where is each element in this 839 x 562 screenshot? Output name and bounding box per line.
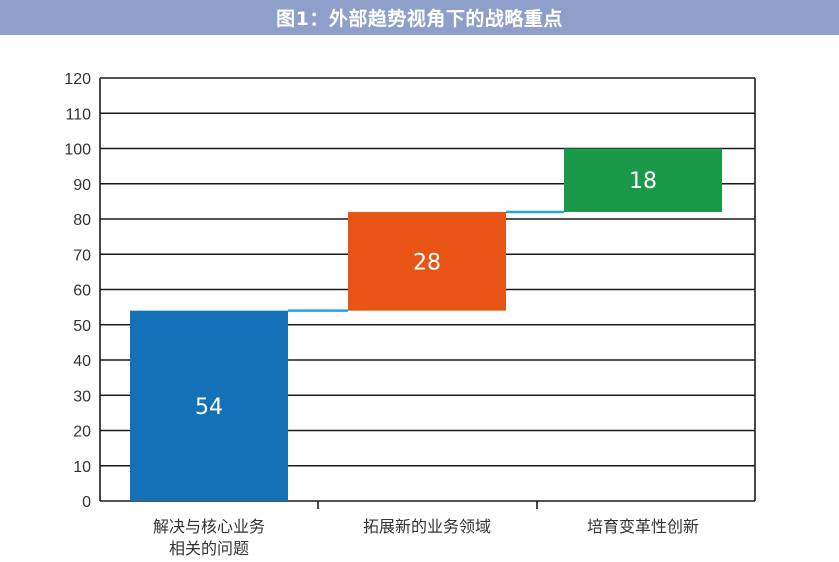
x-category-label: 拓展新的业务领域 [363,517,491,536]
bars [130,148,722,501]
y-tick-label: 50 [73,318,91,335]
x-category-label-line: 培育变革性创新 [587,517,699,536]
x-category-label: 培育变革性创新 [587,517,699,536]
y-tick-label: 90 [73,177,91,194]
title-bar: 图1：外部趋势视角下的战略重点 [0,0,839,35]
y-tick-label: 100 [64,142,91,159]
y-tick-label: 20 [73,424,91,441]
labels: 0 10 20 30 40 50 60 70 80 90 100 110 120 54 28 18 解决与核心业… [64,71,699,558]
x-category-label-line: 相关的问题 [169,539,249,558]
waterfall-bar [348,211,506,311]
x-category-label: 解决与核心业务相关的问题 [153,517,265,558]
x-category-label-line: 解决与核心业务 [153,517,265,536]
waterfall-bar [130,310,288,501]
connectors [288,210,564,312]
chart-title: 图1：外部趋势视角下的战略重点 [276,8,563,30]
y-tick-label: 40 [73,353,91,370]
y-tick-label: 10 [73,459,91,476]
y-tick-label: 110 [65,106,91,123]
y-tick-label: 60 [73,283,91,300]
y-tick-label: 0 [82,494,91,511]
data-label: 18 [629,169,657,194]
y-tick-label: 30 [73,388,91,405]
y-tick-label: 120 [64,71,91,88]
data-label: 54 [195,395,223,420]
y-tick-label: 70 [73,247,91,264]
data-label: 28 [413,250,441,275]
waterfall-bar [564,148,722,212]
y-tick-label: 80 [73,212,91,229]
x-category-label-line: 拓展新的业务领域 [363,517,491,536]
